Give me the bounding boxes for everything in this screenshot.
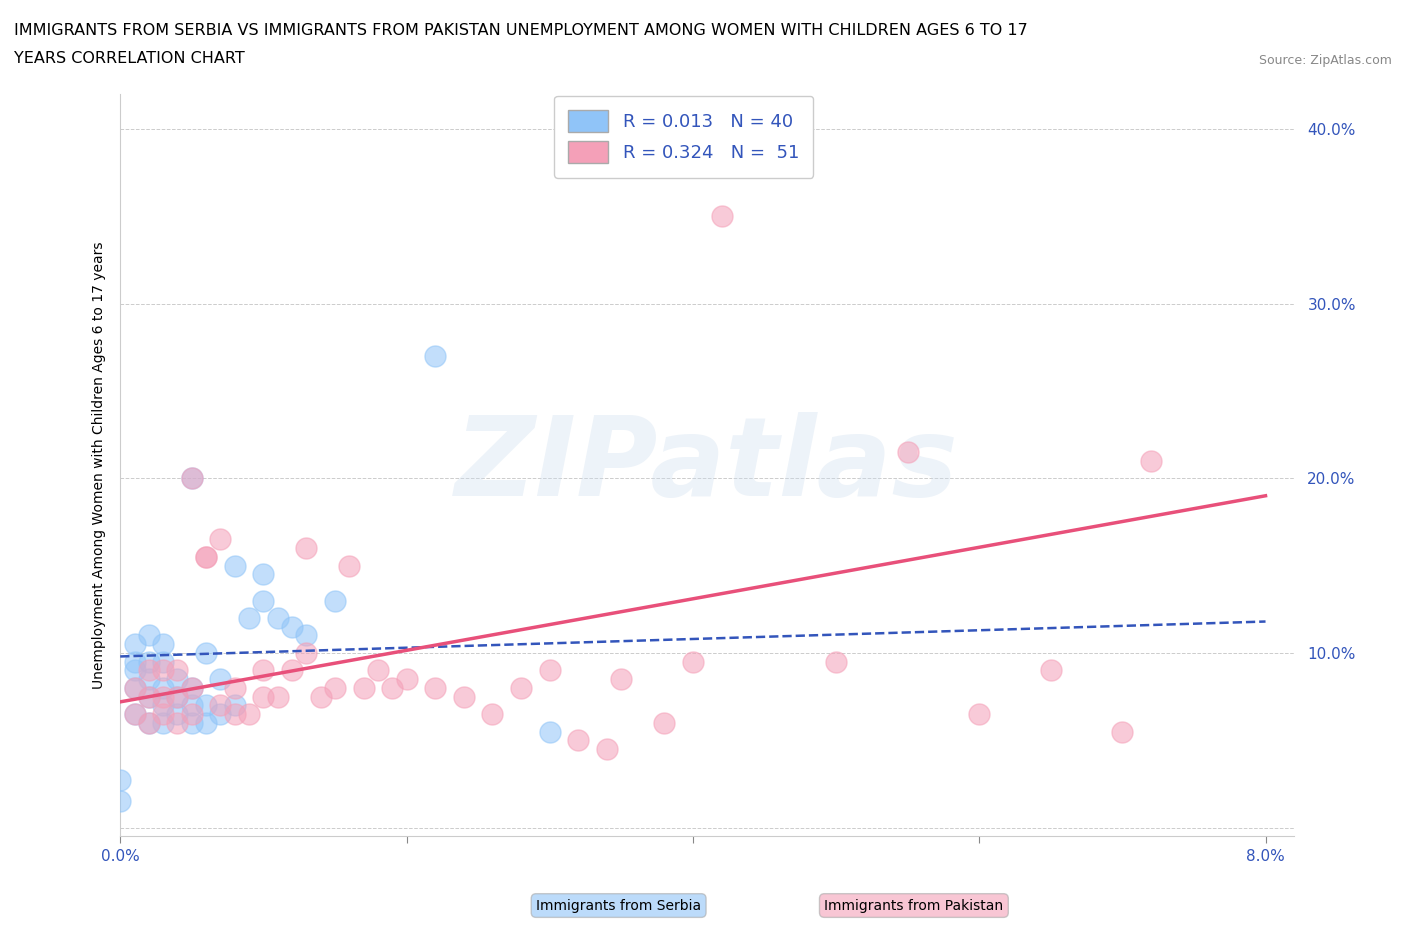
Point: [453, 689, 475, 704]
Point: [538, 724, 561, 739]
Point: [252, 689, 274, 704]
Point: [710, 209, 733, 224]
Text: Immigrants from Pakistan: Immigrants from Pakistan: [824, 898, 1004, 912]
Text: Immigrants from Serbia: Immigrants from Serbia: [536, 898, 702, 912]
Point: [224, 698, 246, 712]
Point: [152, 663, 174, 678]
Point: [967, 707, 990, 722]
Point: [124, 681, 146, 696]
Point: [138, 715, 160, 730]
Point: [124, 707, 146, 722]
Point: [309, 689, 332, 704]
Point: [610, 671, 633, 686]
Point: [238, 707, 260, 722]
Point: [152, 707, 174, 722]
Point: [224, 681, 246, 696]
Point: [195, 715, 218, 730]
Legend: R = 0.013   N = 40, R = 0.324   N =  51: R = 0.013 N = 40, R = 0.324 N = 51: [554, 96, 814, 178]
Point: [267, 689, 290, 704]
Point: [124, 637, 146, 652]
Point: [138, 663, 160, 678]
Point: [180, 681, 202, 696]
Point: [281, 663, 304, 678]
Point: [110, 794, 132, 809]
Text: ZIPatlas: ZIPatlas: [456, 412, 959, 519]
Point: [152, 654, 174, 669]
Point: [180, 471, 202, 485]
Point: [166, 689, 188, 704]
Point: [166, 689, 188, 704]
Point: [295, 540, 318, 555]
Point: [252, 663, 274, 678]
Point: [138, 654, 160, 669]
Point: [195, 645, 218, 660]
Point: [209, 698, 232, 712]
Point: [138, 689, 160, 704]
Point: [152, 698, 174, 712]
Point: [510, 681, 533, 696]
Point: [395, 671, 418, 686]
Point: [652, 715, 675, 730]
Point: [353, 681, 375, 696]
Point: [425, 681, 447, 696]
Point: [180, 681, 202, 696]
Point: [138, 628, 160, 643]
Point: [166, 671, 188, 686]
Point: [596, 741, 619, 756]
Point: [180, 698, 202, 712]
Point: [152, 689, 174, 704]
Point: [481, 707, 503, 722]
Point: [124, 707, 146, 722]
Text: Source: ZipAtlas.com: Source: ZipAtlas.com: [1258, 54, 1392, 67]
Point: [195, 550, 218, 565]
Point: [152, 681, 174, 696]
Point: [124, 663, 146, 678]
Point: [682, 654, 704, 669]
Point: [124, 681, 146, 696]
Point: [1140, 454, 1163, 469]
Point: [138, 715, 160, 730]
Y-axis label: Unemployment Among Women with Children Ages 6 to 17 years: Unemployment Among Women with Children A…: [93, 242, 107, 689]
Point: [252, 567, 274, 582]
Point: [195, 698, 218, 712]
Point: [124, 654, 146, 669]
Point: [267, 611, 290, 626]
Point: [180, 471, 202, 485]
Point: [152, 637, 174, 652]
Point: [180, 715, 202, 730]
Point: [1039, 663, 1062, 678]
Point: [567, 733, 589, 748]
Point: [224, 707, 246, 722]
Point: [166, 707, 188, 722]
Point: [152, 715, 174, 730]
Point: [281, 619, 304, 634]
Point: [180, 707, 202, 722]
Point: [138, 689, 160, 704]
Text: IMMIGRANTS FROM SERBIA VS IMMIGRANTS FROM PAKISTAN UNEMPLOYMENT AMONG WOMEN WITH: IMMIGRANTS FROM SERBIA VS IMMIGRANTS FRO…: [14, 23, 1028, 38]
Point: [238, 611, 260, 626]
Point: [425, 349, 447, 364]
Point: [295, 645, 318, 660]
Point: [538, 663, 561, 678]
Point: [897, 445, 920, 459]
Point: [337, 558, 360, 573]
Point: [1111, 724, 1133, 739]
Point: [825, 654, 848, 669]
Point: [166, 663, 188, 678]
Point: [138, 671, 160, 686]
Point: [209, 707, 232, 722]
Point: [166, 715, 188, 730]
Point: [224, 558, 246, 573]
Point: [209, 671, 232, 686]
Point: [381, 681, 404, 696]
Point: [323, 593, 346, 608]
Text: YEARS CORRELATION CHART: YEARS CORRELATION CHART: [14, 51, 245, 66]
Point: [295, 628, 318, 643]
Point: [323, 681, 346, 696]
Point: [110, 773, 132, 788]
Point: [367, 663, 389, 678]
Point: [209, 532, 232, 547]
Point: [252, 593, 274, 608]
Point: [195, 550, 218, 565]
